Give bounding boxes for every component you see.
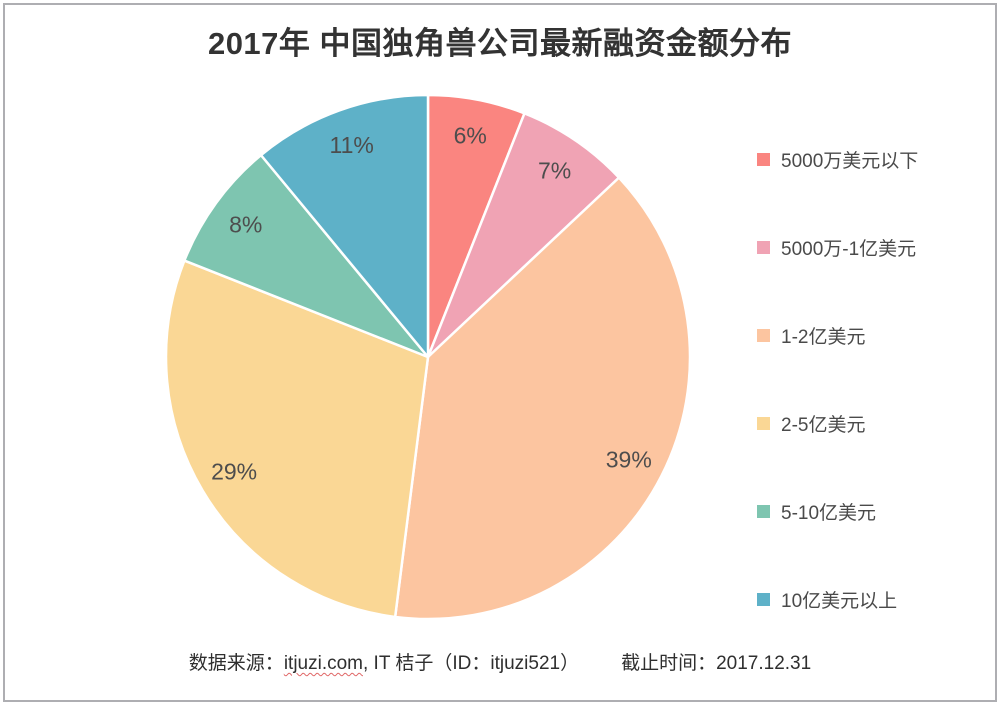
pie-chart-svg: 6% 7% 39% 29% 8% 11%	[164, 93, 692, 621]
pie-slice-percent-label: 11%	[330, 132, 374, 158]
legend-label: 1-2亿美元	[781, 327, 866, 348]
pie-slice-3[interactable]	[393, 176, 692, 621]
footer-deadline: 截止时间：2017.12.31	[621, 653, 812, 674]
pie-slice-2[interactable]	[426, 112, 621, 359]
legend-item-2[interactable]: 5000万-1亿美元	[757, 234, 918, 261]
pie-slice-percent-label: 7%	[538, 158, 571, 184]
legend: 5000万美元以下 5000万-1亿美元 1-2亿美元 2-5亿美元 5-10亿美元 10…	[757, 146, 918, 613]
pie-slice-percent-label: 39%	[606, 446, 652, 472]
legend-label: 5000万美元以下	[781, 151, 919, 172]
legend-swatch-icon	[757, 153, 770, 166]
footer-source-link: itjuzi.com	[283, 653, 363, 674]
pie-slice-4[interactable]	[164, 259, 430, 619]
chart-title: 2017年 中国独角兽公司最新融资金额分布	[207, 26, 793, 61]
legend-item-3[interactable]: 1-2亿美元	[757, 322, 918, 349]
pie-chart: 6% 7% 39% 29% 8% 11%	[158, 87, 698, 627]
legend-swatch-icon	[757, 417, 770, 430]
legend-item-1[interactable]: 5000万美元以下	[757, 146, 918, 173]
pie-slice-6[interactable]	[259, 93, 430, 359]
pie-slice-percent-label: 29%	[211, 459, 257, 485]
legend-swatch-icon	[757, 329, 770, 342]
legend-item-5[interactable]: 5-10亿美元	[757, 498, 918, 525]
footer-source-suffix: , IT 桔子（ID：itjuzi521）	[363, 653, 580, 674]
legend-swatch-icon	[757, 593, 770, 606]
legend-item-6[interactable]: 10亿美元以上	[757, 586, 918, 613]
footer-source-prefix: 数据来源：	[188, 653, 284, 674]
pie-slice-5[interactable]	[183, 153, 430, 359]
footer: 数据来源：itjuzi.com, IT 桔子（ID：itjuzi521） 截止时间…	[0, 648, 1000, 675]
legend-item-4[interactable]: 2-5亿美元	[757, 410, 918, 437]
legend-label: 5-10亿美元	[781, 503, 877, 524]
pie-slice-percent-label: 8%	[229, 212, 262, 238]
legend-label: 2-5亿美元	[781, 415, 866, 436]
legend-label: 10亿美元以上	[781, 591, 898, 612]
pie-slice-percent-label: 6%	[454, 123, 487, 149]
legend-label: 5000万-1亿美元	[781, 239, 917, 260]
legend-swatch-icon	[757, 505, 770, 518]
legend-swatch-icon	[757, 241, 770, 254]
